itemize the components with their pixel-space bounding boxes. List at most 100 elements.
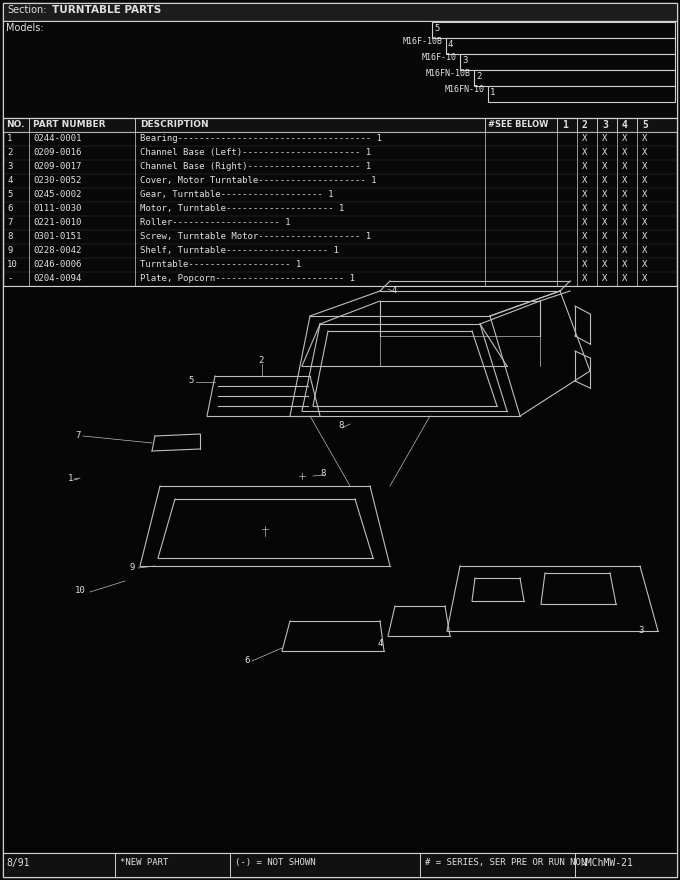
Text: X: X <box>602 232 607 241</box>
Bar <box>446 38 675 54</box>
Text: Screw, Turntable Motor------------------- 1: Screw, Turntable Motor------------------… <box>140 232 371 241</box>
Text: X: X <box>642 260 647 269</box>
Text: X: X <box>602 218 607 227</box>
Text: X: X <box>642 218 647 227</box>
Text: 3: 3 <box>462 56 467 65</box>
Text: Cover, Motor Turntable-------------------- 1: Cover, Motor Turntable------------------… <box>140 176 377 185</box>
Text: DESCRIPTION: DESCRIPTION <box>140 120 209 129</box>
Text: X: X <box>622 274 628 283</box>
Text: 5: 5 <box>434 24 439 33</box>
Text: 2: 2 <box>582 120 588 130</box>
Text: M16F-10: M16F-10 <box>422 53 457 62</box>
Text: X: X <box>582 232 588 241</box>
Text: X: X <box>622 190 628 199</box>
Text: X: X <box>602 134 607 143</box>
Text: 1: 1 <box>7 134 12 143</box>
Text: NO.: NO. <box>6 120 24 129</box>
Text: X: X <box>582 162 588 171</box>
Bar <box>3 286 677 853</box>
Text: X: X <box>642 134 647 143</box>
Text: 6: 6 <box>244 656 250 665</box>
Text: (-) = NOT SHOWN: (-) = NOT SHOWN <box>235 858 316 867</box>
Text: #SEE BELOW: #SEE BELOW <box>488 120 548 129</box>
Text: Plate, Popcorn------------------------ 1: Plate, Popcorn------------------------ 1 <box>140 274 355 283</box>
Text: 6: 6 <box>7 204 12 213</box>
Text: 0221-0010: 0221-0010 <box>33 218 82 227</box>
Text: X: X <box>582 246 588 255</box>
Text: X: X <box>642 190 647 199</box>
Text: X: X <box>642 232 647 241</box>
Bar <box>474 70 675 86</box>
Text: 9: 9 <box>7 246 12 255</box>
Text: Models:: Models: <box>6 23 44 33</box>
Bar <box>3 118 677 286</box>
Text: X: X <box>582 274 588 283</box>
Text: -: - <box>7 274 12 283</box>
Text: X: X <box>622 232 628 241</box>
Text: 0246-0006: 0246-0006 <box>33 260 82 269</box>
Text: 9: 9 <box>130 563 135 572</box>
Text: X: X <box>642 162 647 171</box>
Bar <box>432 22 675 38</box>
Text: X: X <box>642 148 647 157</box>
Text: *NEW PART: *NEW PART <box>120 858 169 867</box>
Text: TURNTABLE PARTS: TURNTABLE PARTS <box>52 5 161 15</box>
Text: 4: 4 <box>392 286 397 295</box>
Text: M16FN-10B: M16FN-10B <box>426 69 471 77</box>
Text: 0209-0017: 0209-0017 <box>33 162 82 171</box>
Text: X: X <box>622 204 628 213</box>
Text: X: X <box>582 134 588 143</box>
Text: # = SERIES, SER PRE OR RUN NO.: # = SERIES, SER PRE OR RUN NO. <box>425 858 586 867</box>
Bar <box>3 21 677 118</box>
Text: X: X <box>642 246 647 255</box>
Text: Shelf, Turntable------------------- 1: Shelf, Turntable------------------- 1 <box>140 246 339 255</box>
Text: 5: 5 <box>7 190 12 199</box>
Text: 10: 10 <box>7 260 18 269</box>
Text: X: X <box>642 204 647 213</box>
Text: X: X <box>602 274 607 283</box>
Text: X: X <box>622 134 628 143</box>
Bar <box>488 86 675 102</box>
Text: X: X <box>642 274 647 283</box>
Text: X: X <box>602 148 607 157</box>
Text: X: X <box>602 162 607 171</box>
Text: X: X <box>602 260 607 269</box>
Text: X: X <box>602 176 607 185</box>
Text: X: X <box>622 162 628 171</box>
Text: 8: 8 <box>320 469 325 478</box>
Text: X: X <box>622 260 628 269</box>
Bar <box>3 3 677 21</box>
Text: 0204-0094: 0204-0094 <box>33 274 82 283</box>
Text: 2: 2 <box>7 148 12 157</box>
Text: Bearing------------------------------------ 1: Bearing---------------------------------… <box>140 134 382 143</box>
Text: 4: 4 <box>378 639 384 648</box>
Text: X: X <box>622 148 628 157</box>
Text: 0301-0151: 0301-0151 <box>33 232 82 241</box>
Text: X: X <box>602 190 607 199</box>
Text: 0230-0052: 0230-0052 <box>33 176 82 185</box>
Text: M16FN-10: M16FN-10 <box>445 84 485 93</box>
Bar <box>3 853 677 877</box>
Text: Motor, Turntable-------------------- 1: Motor, Turntable-------------------- 1 <box>140 204 344 213</box>
Text: 4: 4 <box>7 176 12 185</box>
Text: 0228-0042: 0228-0042 <box>33 246 82 255</box>
Text: X: X <box>582 190 588 199</box>
Text: Section:: Section: <box>7 5 46 15</box>
Text: 4: 4 <box>622 120 628 130</box>
Text: 8: 8 <box>7 232 12 241</box>
Text: 0244-0001: 0244-0001 <box>33 134 82 143</box>
Text: M16F-10B: M16F-10B <box>403 36 443 46</box>
Text: Gear, Turntable------------------- 1: Gear, Turntable------------------- 1 <box>140 190 333 199</box>
Text: X: X <box>622 246 628 255</box>
Bar <box>3 118 677 132</box>
Text: 0245-0002: 0245-0002 <box>33 190 82 199</box>
Text: X: X <box>622 176 628 185</box>
Text: 1: 1 <box>562 120 568 130</box>
Text: X: X <box>602 204 607 213</box>
Text: 2: 2 <box>476 72 481 81</box>
Text: X: X <box>582 218 588 227</box>
Text: X: X <box>622 218 628 227</box>
Text: Roller-------------------- 1: Roller-------------------- 1 <box>140 218 290 227</box>
Text: 4: 4 <box>448 40 454 49</box>
Text: 3: 3 <box>638 626 643 635</box>
